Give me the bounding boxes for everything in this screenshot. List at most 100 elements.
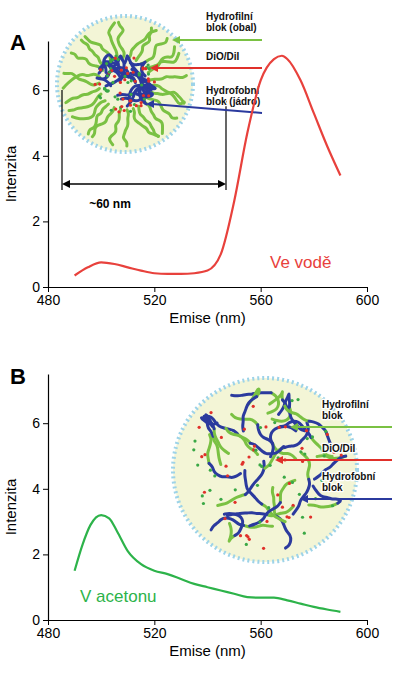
dye-dot — [264, 425, 267, 428]
tick-label: 2 — [32, 213, 40, 229]
hydrophilic-chain — [136, 28, 151, 61]
tick-mark — [43, 156, 48, 157]
y-axis: 0246 — [32, 375, 48, 628]
diagram-label-line: blok — [322, 482, 343, 493]
hydrophilic-chain — [280, 480, 295, 502]
tick: 560 — [249, 287, 273, 308]
dye-dot — [140, 104, 143, 107]
dye-dot — [233, 501, 236, 504]
dye-dot — [241, 463, 244, 466]
hydrophilic-chain — [208, 435, 211, 464]
dye-dot — [247, 455, 250, 458]
dye-dot — [117, 110, 120, 113]
hydrophilic-chain — [272, 488, 276, 517]
dye-dot — [269, 464, 272, 467]
dye-dot — [299, 450, 302, 453]
dye-dot — [135, 104, 138, 107]
dye-dot — [128, 99, 131, 102]
dye-dot — [118, 91, 121, 94]
tick-label: 0 — [32, 612, 40, 628]
spectrum-line — [75, 515, 341, 612]
diagram-label: Hydrofobníblok — [322, 471, 377, 493]
dye-dot — [103, 87, 106, 90]
hydrophilic-chain — [150, 91, 184, 104]
x-axis: 480520560600 — [37, 620, 380, 641]
tick: 4 — [32, 148, 48, 164]
dye-dot — [209, 469, 212, 472]
dye-dot — [219, 498, 222, 501]
dye-dot — [108, 71, 111, 74]
dye-dot — [134, 80, 137, 83]
y-axis-line — [48, 375, 49, 621]
dye-dot — [121, 97, 124, 100]
x-axis-line — [49, 620, 368, 621]
dye-dot — [252, 405, 255, 408]
dye-dot — [106, 74, 109, 77]
dye-dot — [129, 104, 132, 107]
hydrophobic-chain — [209, 463, 241, 477]
y-axis: 0246 — [32, 42, 48, 295]
diagram-label-line: Hydrofilní — [322, 399, 370, 410]
hydrophobic-chain — [245, 471, 262, 505]
dye-dot — [303, 453, 306, 456]
diagram-label-line: DiO/DiI — [322, 443, 356, 454]
panel: HydrofilníblokDiO/DiIHydrofobníblok48052… — [2, 364, 392, 659]
dye-dot — [220, 436, 223, 439]
hydrophilic-chain — [262, 504, 285, 522]
dye-dot — [144, 67, 147, 70]
dye-dot — [303, 532, 306, 535]
dye-dot — [107, 71, 110, 74]
dye-dot — [203, 491, 206, 494]
y-axis-title: Intenzita — [2, 145, 19, 202]
dye-dot — [265, 520, 268, 523]
dye-dot — [276, 493, 279, 496]
dye-dot — [326, 433, 329, 436]
micelle-outline — [57, 16, 193, 152]
dye-dot — [192, 448, 195, 451]
dye-dot — [132, 71, 135, 74]
tick-mark — [43, 221, 48, 222]
dye-dot — [113, 95, 116, 98]
x-axis: 480520560600 — [37, 287, 380, 308]
dye-dot — [291, 481, 294, 484]
dye-dot — [256, 484, 259, 487]
dye-dot — [213, 474, 216, 477]
hydrophilic-chain — [63, 74, 100, 88]
hydrophobic-chain — [232, 393, 272, 396]
dye-dot — [119, 81, 122, 84]
tick-label: 4 — [32, 481, 40, 497]
dye-dot — [130, 79, 133, 82]
tick: 2 — [32, 213, 48, 229]
dye-dot — [147, 72, 150, 75]
tick-label: 2 — [32, 546, 40, 562]
hydrophobic-chain — [211, 518, 243, 530]
label-arrow — [178, 39, 262, 41]
hydrophilic-chain — [285, 406, 309, 421]
curve-annotation: V acetonu — [80, 587, 157, 606]
size-guide — [61, 90, 62, 190]
dye-dot — [305, 429, 308, 432]
dye-dot — [126, 72, 129, 75]
dye-dot — [253, 445, 256, 448]
hydrophilic-chain — [268, 393, 279, 413]
tick: 480 — [37, 287, 61, 308]
diagram-label-line: blok — [322, 410, 343, 421]
diagram-label: Hydrofilníblok — [322, 399, 370, 421]
tick: 600 — [356, 287, 380, 308]
tick-label: 600 — [356, 292, 380, 308]
diagram-label-line: Hydrofobní — [322, 471, 377, 482]
tick-label: 480 — [37, 292, 61, 308]
plot-area — [75, 515, 341, 612]
hydrophobic-chain — [270, 426, 295, 443]
tick-label: 560 — [249, 292, 273, 308]
dye-dot — [117, 58, 120, 61]
micelle-diagram: ~60 nmHydrofilníblok (obal)DiO/DiIHydrof… — [57, 11, 262, 211]
dye-dot — [138, 72, 141, 75]
tick-mark — [43, 489, 48, 490]
spectrum-line — [75, 56, 341, 276]
label-arrow — [156, 67, 262, 69]
dye-dot — [125, 66, 128, 69]
tick-label: 0 — [32, 279, 40, 295]
arrow-head — [275, 456, 283, 464]
tick-mark — [43, 287, 48, 288]
